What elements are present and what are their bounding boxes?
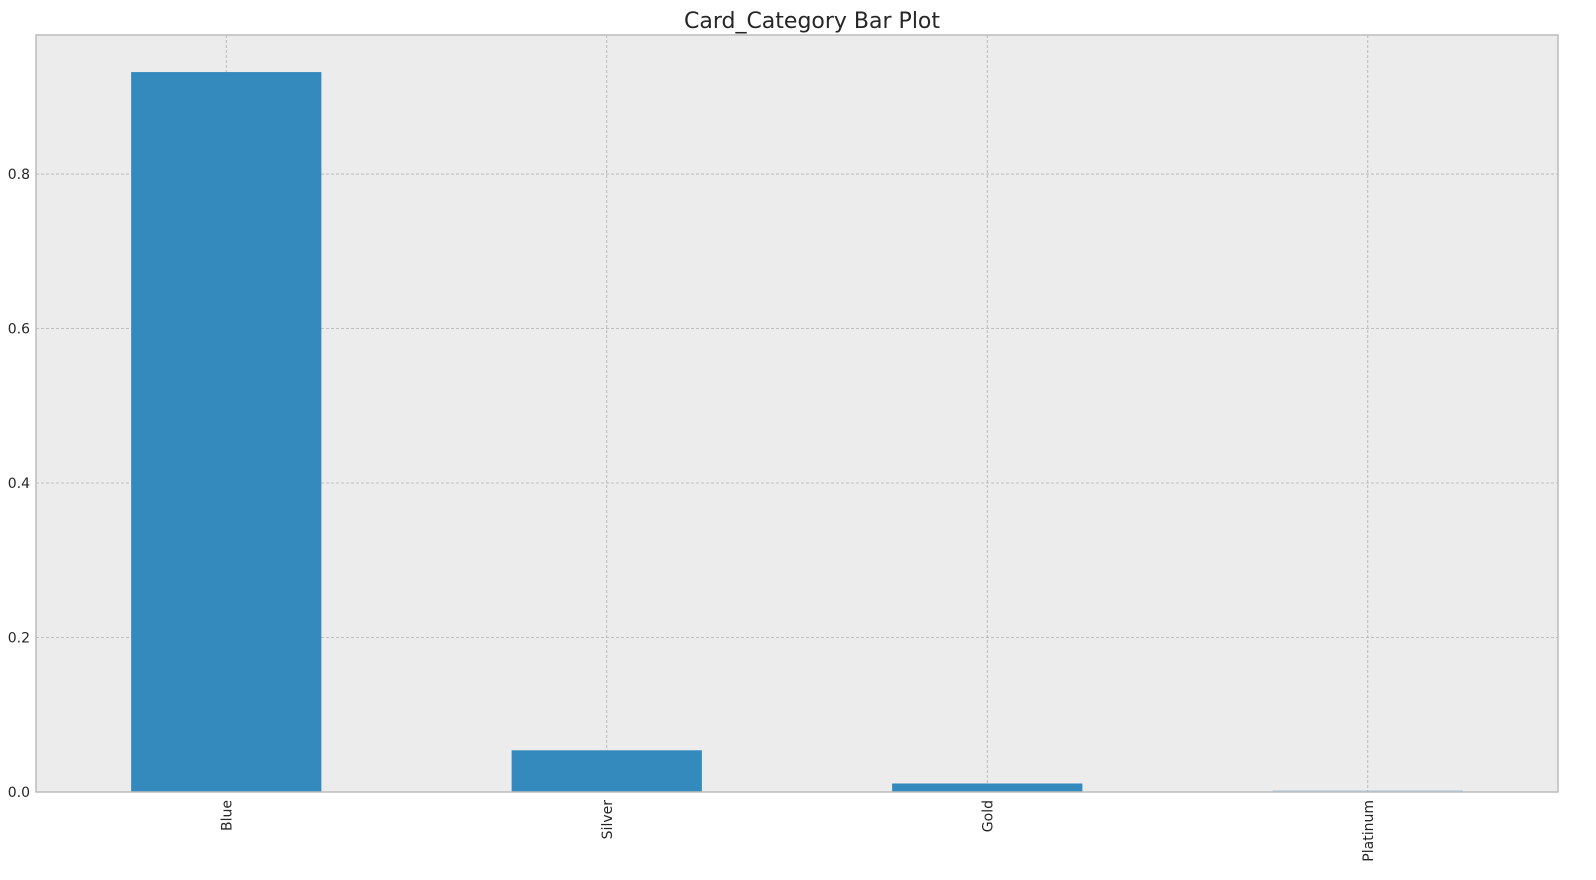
bar-platinum	[1272, 790, 1463, 792]
plot-frame	[35, 34, 1559, 793]
bar-silver	[511, 750, 702, 792]
x-tick-label-platinum: Platinum	[1361, 800, 1377, 862]
y-tick-label: 0.6	[8, 322, 30, 338]
x-tick-label-blue: Blue	[219, 800, 235, 831]
bar-blue	[131, 72, 322, 792]
x-tick-label-gold: Gold	[980, 800, 996, 832]
y-tick-label: 0.0	[8, 785, 30, 801]
y-tick-label: 0.2	[8, 631, 30, 647]
y-axis-ticks: 0.0 0.2 0.4 0.6 0.8	[8, 167, 30, 801]
x-axis-ticks: Blue Silver Gold Platinum	[219, 800, 1377, 862]
y-tick-label: 0.4	[8, 476, 30, 492]
y-tick-label: 0.8	[8, 167, 30, 183]
bars	[131, 72, 1463, 792]
x-tick-label-silver: Silver	[600, 800, 616, 840]
chart-title: Card_Category Bar Plot	[684, 9, 940, 34]
bar-gold	[892, 783, 1083, 792]
